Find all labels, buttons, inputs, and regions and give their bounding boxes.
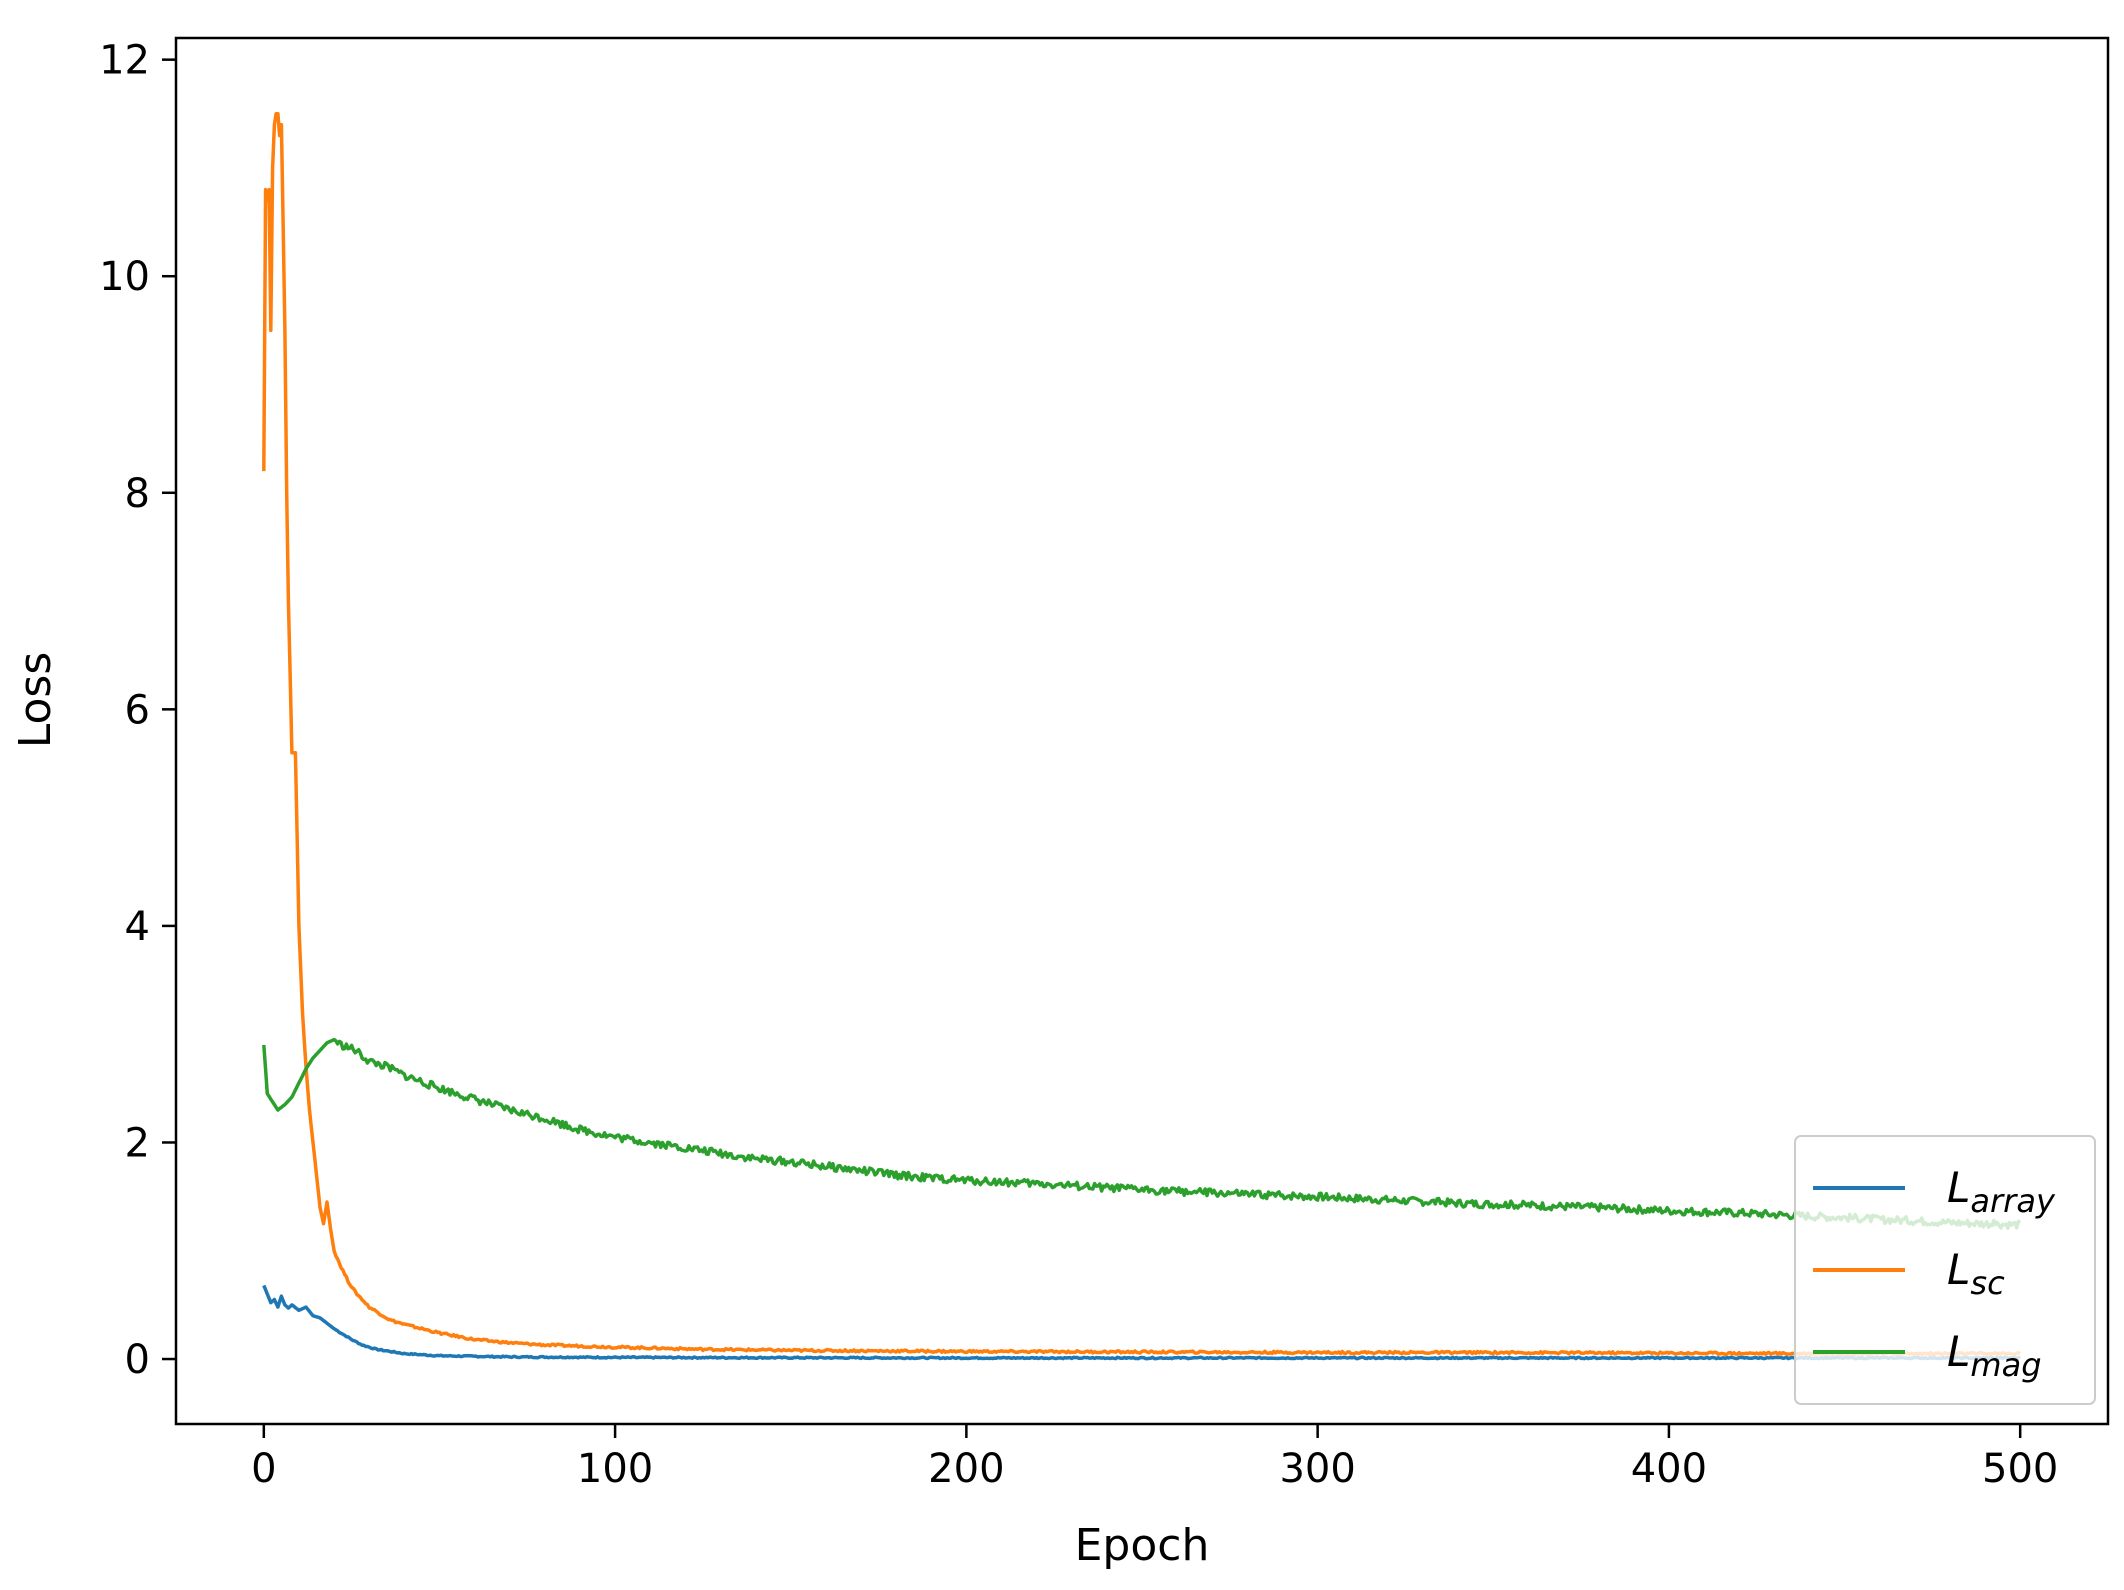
series-line-sc [262, 112, 2021, 1357]
legend-entry-array: Larray [1947, 1163, 2056, 1220]
legend: Larray Lsc Lmag [1794, 1135, 2096, 1405]
series-line-mag [262, 1037, 2022, 1230]
x-tick-label: 100 [577, 1446, 653, 1492]
y-axis: 0 2 4 6 8 10 12 [99, 38, 176, 1383]
x-tick-label: 500 [1982, 1446, 2058, 1492]
x-tick-label: 200 [928, 1446, 1004, 1492]
x-axis-label: Epoch [1075, 1520, 1210, 1571]
y-axis-label: Loss [10, 652, 61, 749]
y-tick-label: 2 [125, 1120, 150, 1166]
x-tick-label: 300 [1279, 1446, 1355, 1492]
y-tick-label: 8 [125, 471, 150, 517]
y-tick-label: 4 [125, 904, 150, 950]
legend-entry-mag: Lmag [1947, 1327, 2042, 1384]
x-tick-label: 0 [251, 1446, 276, 1492]
x-tick-label: 400 [1631, 1446, 1707, 1492]
y-tick-label: 10 [99, 254, 150, 300]
series-line-array [262, 1284, 2021, 1361]
y-tick-label: 6 [125, 687, 150, 733]
legend-box [1794, 1135, 2096, 1405]
legend-entry-sc: Lsc [1947, 1245, 2005, 1302]
y-tick-label: 12 [99, 38, 150, 84]
plot-area [174, 36, 2110, 1426]
x-axis: 0 100 200 300 400 500 [251, 1424, 2058, 1492]
series-layer [262, 112, 2022, 1361]
y-tick-label: 0 [125, 1337, 150, 1383]
